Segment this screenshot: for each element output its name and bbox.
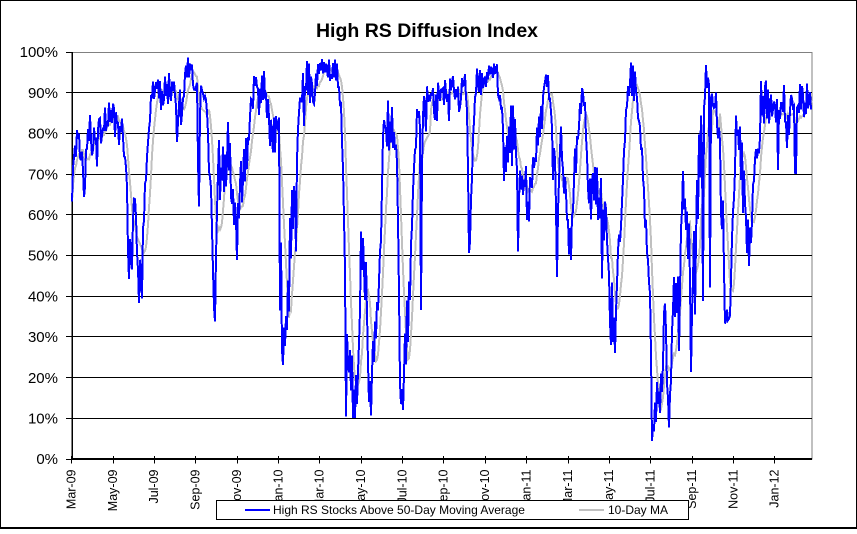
svg-text:Sep-10: Sep-10 <box>437 469 451 509</box>
svg-text:Mar-10: Mar-10 <box>313 469 327 509</box>
svg-text:Jan-12: Jan-12 <box>768 469 782 507</box>
svg-text:Mar-09: Mar-09 <box>65 469 79 509</box>
svg-text:0%: 0% <box>36 451 58 468</box>
svg-text:Jul-10: Jul-10 <box>395 469 409 503</box>
svg-text:100%: 100% <box>20 44 58 61</box>
svg-text:Sep-11: Sep-11 <box>685 469 699 508</box>
svg-text:30%: 30% <box>28 329 58 346</box>
svg-text:High RS Diffusion Index: High RS Diffusion Index <box>316 20 538 42</box>
svg-text:Jan-11: Jan-11 <box>520 469 534 506</box>
svg-text:50%: 50% <box>28 248 58 265</box>
svg-text:Jul-11: Jul-11 <box>644 469 658 502</box>
svg-text:40%: 40% <box>28 288 58 305</box>
svg-text:20%: 20% <box>28 370 58 387</box>
svg-text:70%: 70% <box>28 166 58 183</box>
svg-text:10-Day MA: 10-Day MA <box>608 503 668 517</box>
svg-text:May-09: May-09 <box>106 469 120 511</box>
svg-text:Nov-09: Nov-09 <box>230 469 244 509</box>
svg-text:90%: 90% <box>28 85 58 102</box>
svg-text:Nov-11: Nov-11 <box>726 469 740 508</box>
svg-text:Sep-09: Sep-09 <box>189 469 203 509</box>
svg-text:Mar-11: Mar-11 <box>561 469 575 508</box>
svg-text:Nov-10: Nov-10 <box>478 469 492 509</box>
svg-text:High RS Stocks Above 50-Day Mo: High RS Stocks Above 50-Day Moving Avera… <box>273 503 525 517</box>
svg-text:10%: 10% <box>28 411 58 428</box>
svg-text:80%: 80% <box>28 126 58 143</box>
svg-text:60%: 60% <box>28 207 58 224</box>
svg-text:Jul-09: Jul-09 <box>147 469 161 503</box>
svg-text:Jan-10: Jan-10 <box>271 469 285 507</box>
